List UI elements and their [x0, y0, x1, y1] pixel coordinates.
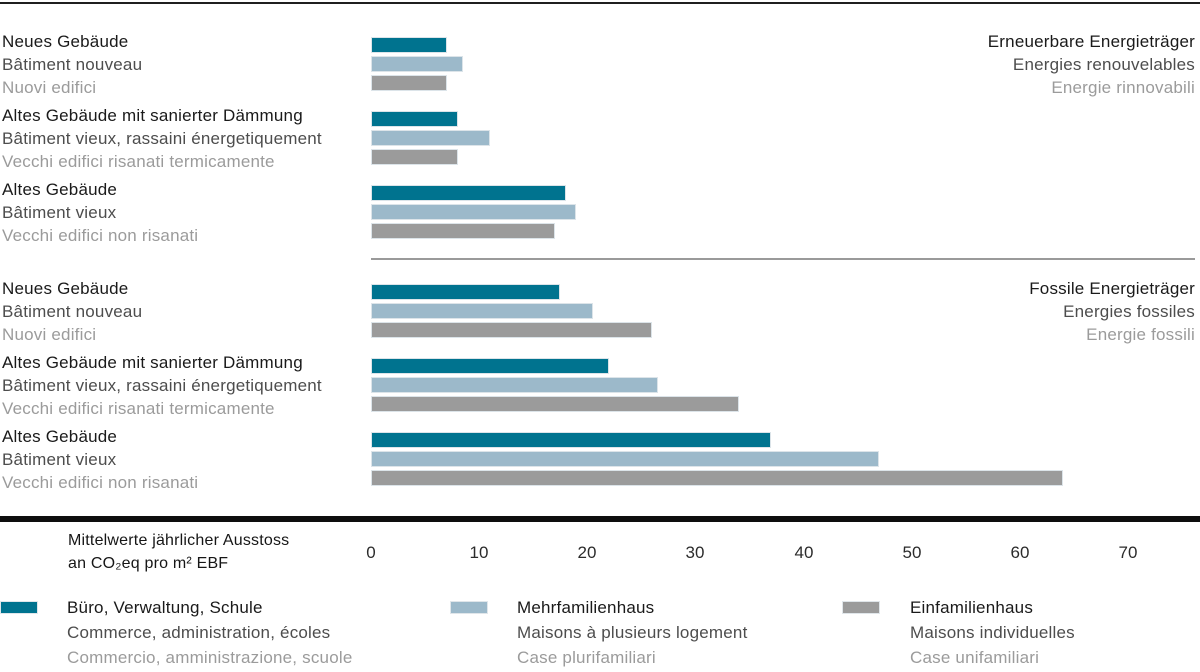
legend-label-de: Einfamilienhaus: [910, 598, 1034, 617]
group-bars: [371, 358, 739, 415]
legend-label-fr: Maisons individuelles: [910, 623, 1075, 642]
axis-tick-10: 10: [469, 543, 489, 562]
group-label-it: Vecchi edifici risanati termicamente: [2, 399, 275, 418]
building-group: Altes Gebäude mit sanierter Dämmung Bâtim…: [0, 104, 1200, 176]
section-header-line-it: Energie fossili: [1086, 325, 1195, 344]
axis-tick-60: 60: [1010, 543, 1030, 562]
group-bars: [371, 37, 463, 94]
building-group: Altes Gebäude Bâtiment vieux Vecchi edific…: [0, 178, 1200, 250]
section-header-line-it: Energie rinnovabili: [1051, 78, 1195, 97]
section-header-line-fr: Energies fossiles: [1063, 302, 1195, 321]
section-separator: [371, 258, 1195, 260]
bar-buero: [371, 358, 609, 374]
group-label-fr: Bâtiment vieux, rassaini énergetiquement: [2, 129, 322, 148]
group-labels: Altes Gebäude Bâtiment vieux Vecchi edific…: [2, 425, 198, 494]
building-group: Neues Gebäude Bâtiment nouveau Nuovi edifi…: [0, 277, 1200, 349]
top-rule: [0, 2, 1200, 4]
group-label-de: Neues Gebäude: [2, 32, 129, 51]
building-group: Neues Gebäude Bâtiment nouveau Nuovi edifi…: [0, 30, 1200, 102]
group-label-fr: Bâtiment vieux: [2, 203, 117, 222]
bar-buero: [371, 185, 566, 201]
group-label-fr: Bâtiment vieux, rassaini énergetiquement: [2, 376, 322, 395]
bar-einfamilienhaus: [371, 322, 652, 338]
bar-mehrfamilienhaus: [371, 303, 593, 319]
building-group: Altes Gebäude mit sanierter Dämmung Bâtim…: [0, 351, 1200, 423]
axis-tick-50: 50: [902, 543, 922, 562]
section-header-line-fr: Energies renouvelables: [1012, 55, 1195, 74]
axis-tick-30: 30: [685, 543, 705, 562]
group-bars: [371, 284, 652, 341]
legend-label-it: Commercio, amministrazione, scuole: [67, 648, 353, 667]
legend-label-fr: Maisons à plusieurs logement: [517, 623, 748, 642]
bar-buero: [371, 432, 771, 448]
group-label-it: Vecchi edifici non risanati: [2, 226, 199, 245]
group-label-it: Nuovi edifici: [2, 325, 97, 344]
legend-label-de: Mehrfamilienhaus: [517, 598, 655, 617]
group-labels: Neues Gebäude Bâtiment nouveau Nuovi edifi…: [2, 30, 142, 99]
legend-swatch-mehrfamilienhaus: [450, 601, 488, 614]
axis-tick-70: 70: [1118, 543, 1138, 562]
legend-swatch-buero: [0, 601, 38, 614]
group-labels: Altes Gebäude mit sanierter Dämmung Bâtim…: [2, 104, 322, 173]
bar-buero: [371, 284, 560, 300]
bar-einfamilienhaus: [371, 75, 447, 91]
axis-caption: Mittelwerte jährlicher Ausstoss an CO₂eq…: [68, 529, 289, 575]
bar-einfamilienhaus: [371, 470, 1063, 486]
bar-einfamilienhaus: [371, 223, 555, 239]
building-group: Altes Gebäude Bâtiment vieux Vecchi edific…: [0, 425, 1200, 497]
bar-mehrfamilienhaus: [371, 204, 576, 220]
legend-entry-einfamilienhaus: Einfamilienhaus Maisons individuelles Case…: [910, 595, 1075, 670]
bar-einfamilienhaus: [371, 396, 739, 412]
legend-entry-buero: Büro, Verwaltung, Schule Commerce, admini…: [67, 595, 353, 670]
section-header-line-de: Fossile Energieträger: [1029, 279, 1195, 298]
legend-swatch-einfamilienhaus: [842, 601, 880, 614]
section-header-renewable: Erneuerbare Energieträger Energies renouv…: [988, 30, 1195, 99]
bar-mehrfamilienhaus: [371, 377, 658, 393]
group-label-de: Neues Gebäude: [2, 279, 129, 298]
group-labels: Altes Gebäude mit sanierter Dämmung Bâtim…: [2, 351, 322, 420]
axis-rule: [0, 516, 1200, 522]
legend-entry-mehrfamilienhaus: Mehrfamilienhaus Maisons à plusieurs loge…: [517, 595, 748, 670]
legend-label-it: Case unifamiliari: [910, 648, 1040, 667]
bar-mehrfamilienhaus: [371, 451, 879, 467]
axis-tick-20: 20: [577, 543, 597, 562]
group-label-de: Altes Gebäude mit sanierter Dämmung: [2, 353, 303, 372]
group-label-fr: Bâtiment nouveau: [2, 302, 143, 321]
group-label-it: Nuovi edifici: [2, 78, 97, 97]
group-label-fr: Bâtiment vieux: [2, 450, 117, 469]
group-labels: Altes Gebäude Bâtiment vieux Vecchi edific…: [2, 178, 198, 247]
section-header-fossil: Fossile Energieträger Energies fossiles En…: [1029, 277, 1195, 346]
group-label-de: Altes Gebäude mit sanierter Dämmung: [2, 106, 303, 125]
group-bars: [371, 432, 1063, 489]
axis-tick-40: 40: [794, 543, 814, 562]
legend-label-de: Büro, Verwaltung, Schule: [67, 598, 263, 617]
group-label-de: Altes Gebäude: [2, 427, 118, 446]
group-bars: [371, 111, 490, 168]
group-label-de: Altes Gebäude: [2, 180, 118, 199]
bar-mehrfamilienhaus: [371, 56, 463, 72]
bar-buero: [371, 37, 447, 53]
axis-caption-line-1: Mittelwerte jährlicher Ausstoss: [68, 532, 290, 549]
group-labels: Neues Gebäude Bâtiment nouveau Nuovi edifi…: [2, 277, 142, 346]
bar-buero: [371, 111, 458, 127]
bar-einfamilienhaus: [371, 149, 458, 165]
legend-label-fr: Commerce, administration, écoles: [67, 623, 331, 642]
bar-mehrfamilienhaus: [371, 130, 490, 146]
axis-tick-0: 0: [366, 543, 376, 562]
group-bars: [371, 185, 576, 242]
axis-caption-line-2: an CO₂eq pro m² EBF: [68, 555, 229, 572]
group-label-it: Vecchi edifici non risanati: [2, 473, 199, 492]
group-label-fr: Bâtiment nouveau: [2, 55, 143, 74]
group-label-it: Vecchi edifici risanati termicamente: [2, 152, 275, 171]
section-header-line-de: Erneuerbare Energieträger: [987, 32, 1195, 51]
legend-label-it: Case plurifamiliari: [517, 648, 656, 667]
